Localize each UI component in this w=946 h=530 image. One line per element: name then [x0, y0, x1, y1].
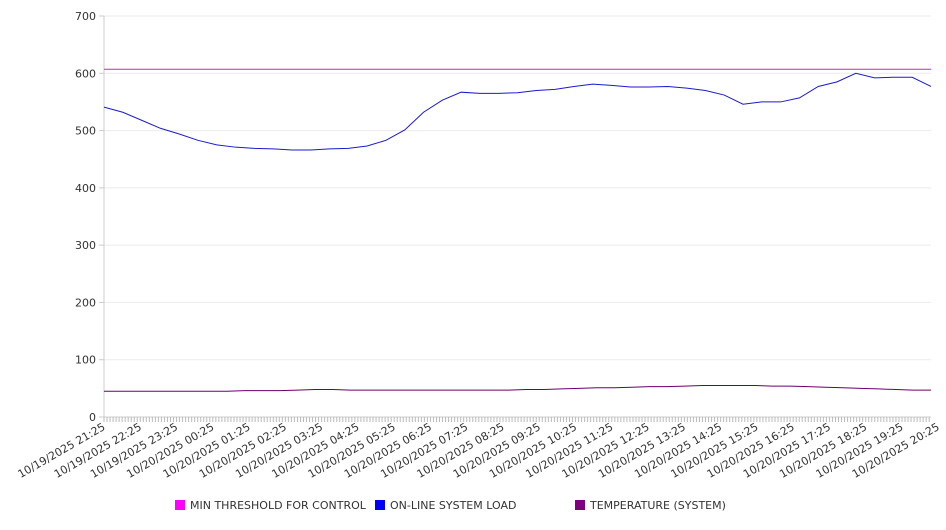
y-tick-label: 300 — [75, 239, 96, 252]
series-line-2 — [104, 384, 931, 392]
legend-label: MIN THRESHOLD FOR CONTROL — [190, 499, 367, 512]
y-axis: 0 100 200 300 400 500 600 700 — [75, 10, 105, 424]
legend: MIN THRESHOLD FOR CONTROL ON-LINE SYSTEM … — [175, 499, 726, 512]
y-tick-label: 600 — [75, 67, 96, 80]
legend-swatch — [375, 500, 385, 510]
series-line-1 — [103, 72, 932, 151]
series-lines — [103, 68, 932, 392]
y-tick-label: 100 — [75, 354, 96, 367]
y-tick-label: 500 — [75, 125, 96, 138]
y-tick-label: 200 — [75, 296, 96, 309]
legend-swatch — [575, 500, 585, 510]
legend-label: TEMPERATURE (SYSTEM) — [589, 499, 726, 512]
y-tick-label: 700 — [75, 10, 96, 23]
grid — [104, 15, 931, 361]
y-tick-label: 0 — [89, 411, 96, 424]
y-tick-label: 400 — [75, 182, 96, 195]
legend-swatch — [175, 500, 185, 510]
legend-label: ON-LINE SYSTEM LOAD — [390, 499, 516, 512]
